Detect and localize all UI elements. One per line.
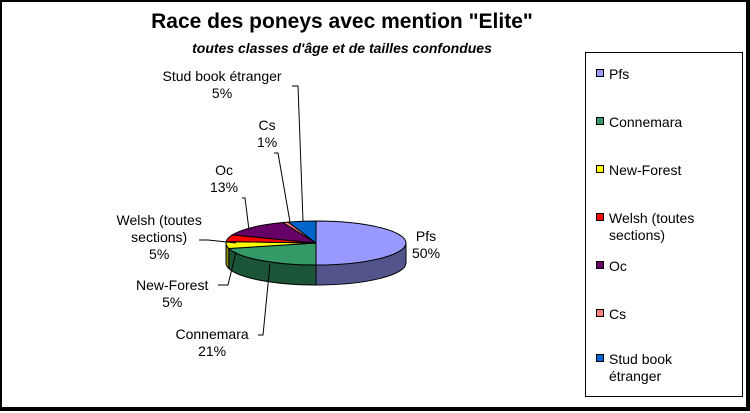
legend-label-line: New-Forest [609, 162, 682, 178]
pie-slice-1 [227, 242, 317, 266]
slice-label-6: Stud book étranger 5% [163, 68, 282, 102]
slice-label-0: Pfs 50% [412, 228, 440, 262]
legend-label-line: Connemara [609, 114, 683, 130]
pie-chart [199, 85, 407, 336]
legend-swatch [596, 165, 604, 173]
legend-label: Connemara [609, 114, 682, 131]
legend-label: Pfs [609, 66, 629, 83]
slice-value-label: 50% [412, 245, 441, 261]
legend-swatch [596, 213, 604, 221]
slice-label-line: sections) [131, 229, 188, 245]
slice-label-line: Cs [258, 117, 276, 133]
legend-label: Stud book étranger [609, 351, 672, 385]
leader-line-5 [274, 152, 291, 223]
slice-label-line: Oc [215, 162, 233, 178]
legend-label-line: Cs [609, 306, 627, 322]
legend-swatch [596, 261, 604, 269]
slice-label-line: Stud book étranger [162, 68, 282, 84]
slice-value-label: 5% [149, 246, 170, 262]
leader-line-2 [218, 251, 237, 286]
slice-label-line: Welsh (toutes [116, 212, 202, 228]
chart-title: Race des poneys avec mention "Elite" [151, 10, 533, 33]
leader-line-4 [242, 197, 250, 231]
legend-swatch [596, 69, 604, 77]
leader-line-3 [199, 239, 237, 244]
slice-value-label: 1% [257, 134, 278, 150]
slice-label-line: Pfs [415, 228, 437, 244]
slice-value-label: 13% [210, 179, 239, 195]
slice-label-3: Welsh (toutes sections) 5% [117, 212, 202, 263]
slice-label-5: Cs 1% [257, 117, 277, 151]
legend-label: Welsh (toutes sections) [609, 210, 694, 244]
legend-label-line: sections) [609, 227, 666, 243]
slice-label-line: New-Forest [136, 277, 209, 293]
slice-label-1: Connemara 21% [176, 326, 249, 360]
legend-label-line: étranger [609, 368, 662, 384]
slice-value-label: 21% [198, 343, 227, 359]
slice-label-2: New-Forest 5% [136, 277, 208, 311]
legend-label: Oc [609, 258, 627, 275]
chart-legend: Pfs Connemara New-Forest Welsh (toutes secti… [585, 52, 743, 397]
chart-subtitle: toutes classes d'âge et de tailles confo… [192, 40, 492, 56]
legend-label-line: Welsh (toutes [609, 210, 695, 226]
legend-swatch [596, 309, 604, 317]
slice-label-line: Connemara [175, 326, 249, 342]
pie-slice-4 [230, 222, 317, 244]
legend-swatch [596, 354, 604, 362]
slice-value-label: 5% [211, 85, 233, 101]
leader-line-6 [292, 85, 304, 222]
slice-label-4: Oc 13% [210, 162, 238, 196]
legend-label: Cs [609, 306, 626, 323]
pie-slice-0 [315, 220, 407, 266]
leader-line-1 [258, 263, 271, 336]
legend-label-line: Stud book [609, 351, 673, 367]
slice-value-label: 5% [162, 294, 183, 310]
legend-label: New-Forest [609, 162, 681, 179]
legend-swatch [596, 117, 604, 125]
legend-label-line: Oc [609, 258, 627, 274]
legend-label-line: Pfs [609, 66, 630, 82]
pie-slice-6 [286, 220, 317, 245]
